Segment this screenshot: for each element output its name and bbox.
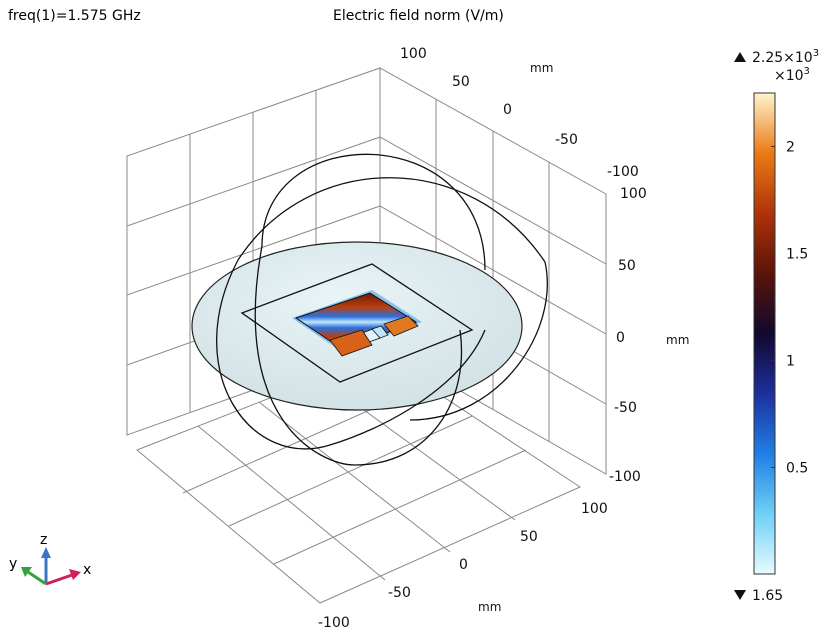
colorbar-tick-label: 1	[786, 353, 795, 369]
x-tick-label: 50	[452, 74, 470, 90]
colorbar-min-label: 1.65	[752, 588, 783, 604]
x-tick-label: 100	[400, 46, 427, 62]
z-tick-label: -100	[609, 469, 641, 485]
colorbar-scale	[753, 92, 776, 575]
ground-plane	[240, 263, 474, 383]
z-tick-label: -50	[614, 400, 637, 416]
y-tick-label: -100	[318, 615, 350, 631]
y-tick-label: 50	[520, 529, 538, 545]
triad-y-label: y	[9, 556, 17, 572]
colorbar-tick-label: 0.5	[786, 460, 808, 476]
colorbar-max-exp: 3	[813, 48, 819, 59]
triad-z-label: z	[40, 532, 47, 548]
z-tick-label: 100	[620, 186, 647, 202]
max-triangle-icon	[734, 52, 746, 62]
sphere-curves-back	[237, 153, 546, 271]
patch-antenna	[292, 290, 422, 357]
parameter-label: freq(1)=1.575 GHz	[8, 8, 141, 24]
colorbar-tick-label: 1.5	[786, 246, 808, 262]
y-tick-label: 100	[581, 501, 608, 517]
min-triangle-icon	[734, 590, 746, 600]
colorbar-tick-label: 2	[786, 139, 795, 155]
x-axis-unit: mm	[530, 61, 553, 75]
y-axis-unit: mm	[478, 600, 501, 614]
svg-text:2.25×103: 2.25×103	[752, 48, 819, 66]
axis-triad: z x y	[9, 532, 91, 586]
colorbar-ticks: 2 1.5 1 0.5	[771, 139, 808, 476]
colorbar-max-label: 2.25×10	[752, 50, 813, 66]
y-tick-label: 0	[459, 557, 468, 573]
colorbar-multiplier-exp: 3	[804, 66, 810, 77]
colorbar: 21.510.5 2.25×103 ×103 1.65	[734, 48, 819, 604]
x-tick-label: 0	[503, 102, 512, 118]
svg-text:×103: ×103	[774, 66, 810, 84]
triad-x-label: x	[83, 562, 91, 578]
z-axis-unit: mm	[666, 333, 689, 347]
z-tick-label: 0	[616, 330, 625, 346]
x-tick-label: -100	[607, 164, 639, 180]
axis-tick-labels: 100 50 0 -50 -100 mm 100 50 0 -50 -100 m…	[318, 46, 689, 631]
x-tick-label: -50	[555, 132, 578, 148]
z-tick-label: 50	[618, 258, 636, 274]
plot-title: Electric field norm (V/m)	[333, 8, 504, 24]
y-tick-label: -50	[388, 585, 411, 601]
sphere-curves-front	[216, 245, 548, 466]
colorbar-multiplier: ×10	[774, 68, 804, 84]
